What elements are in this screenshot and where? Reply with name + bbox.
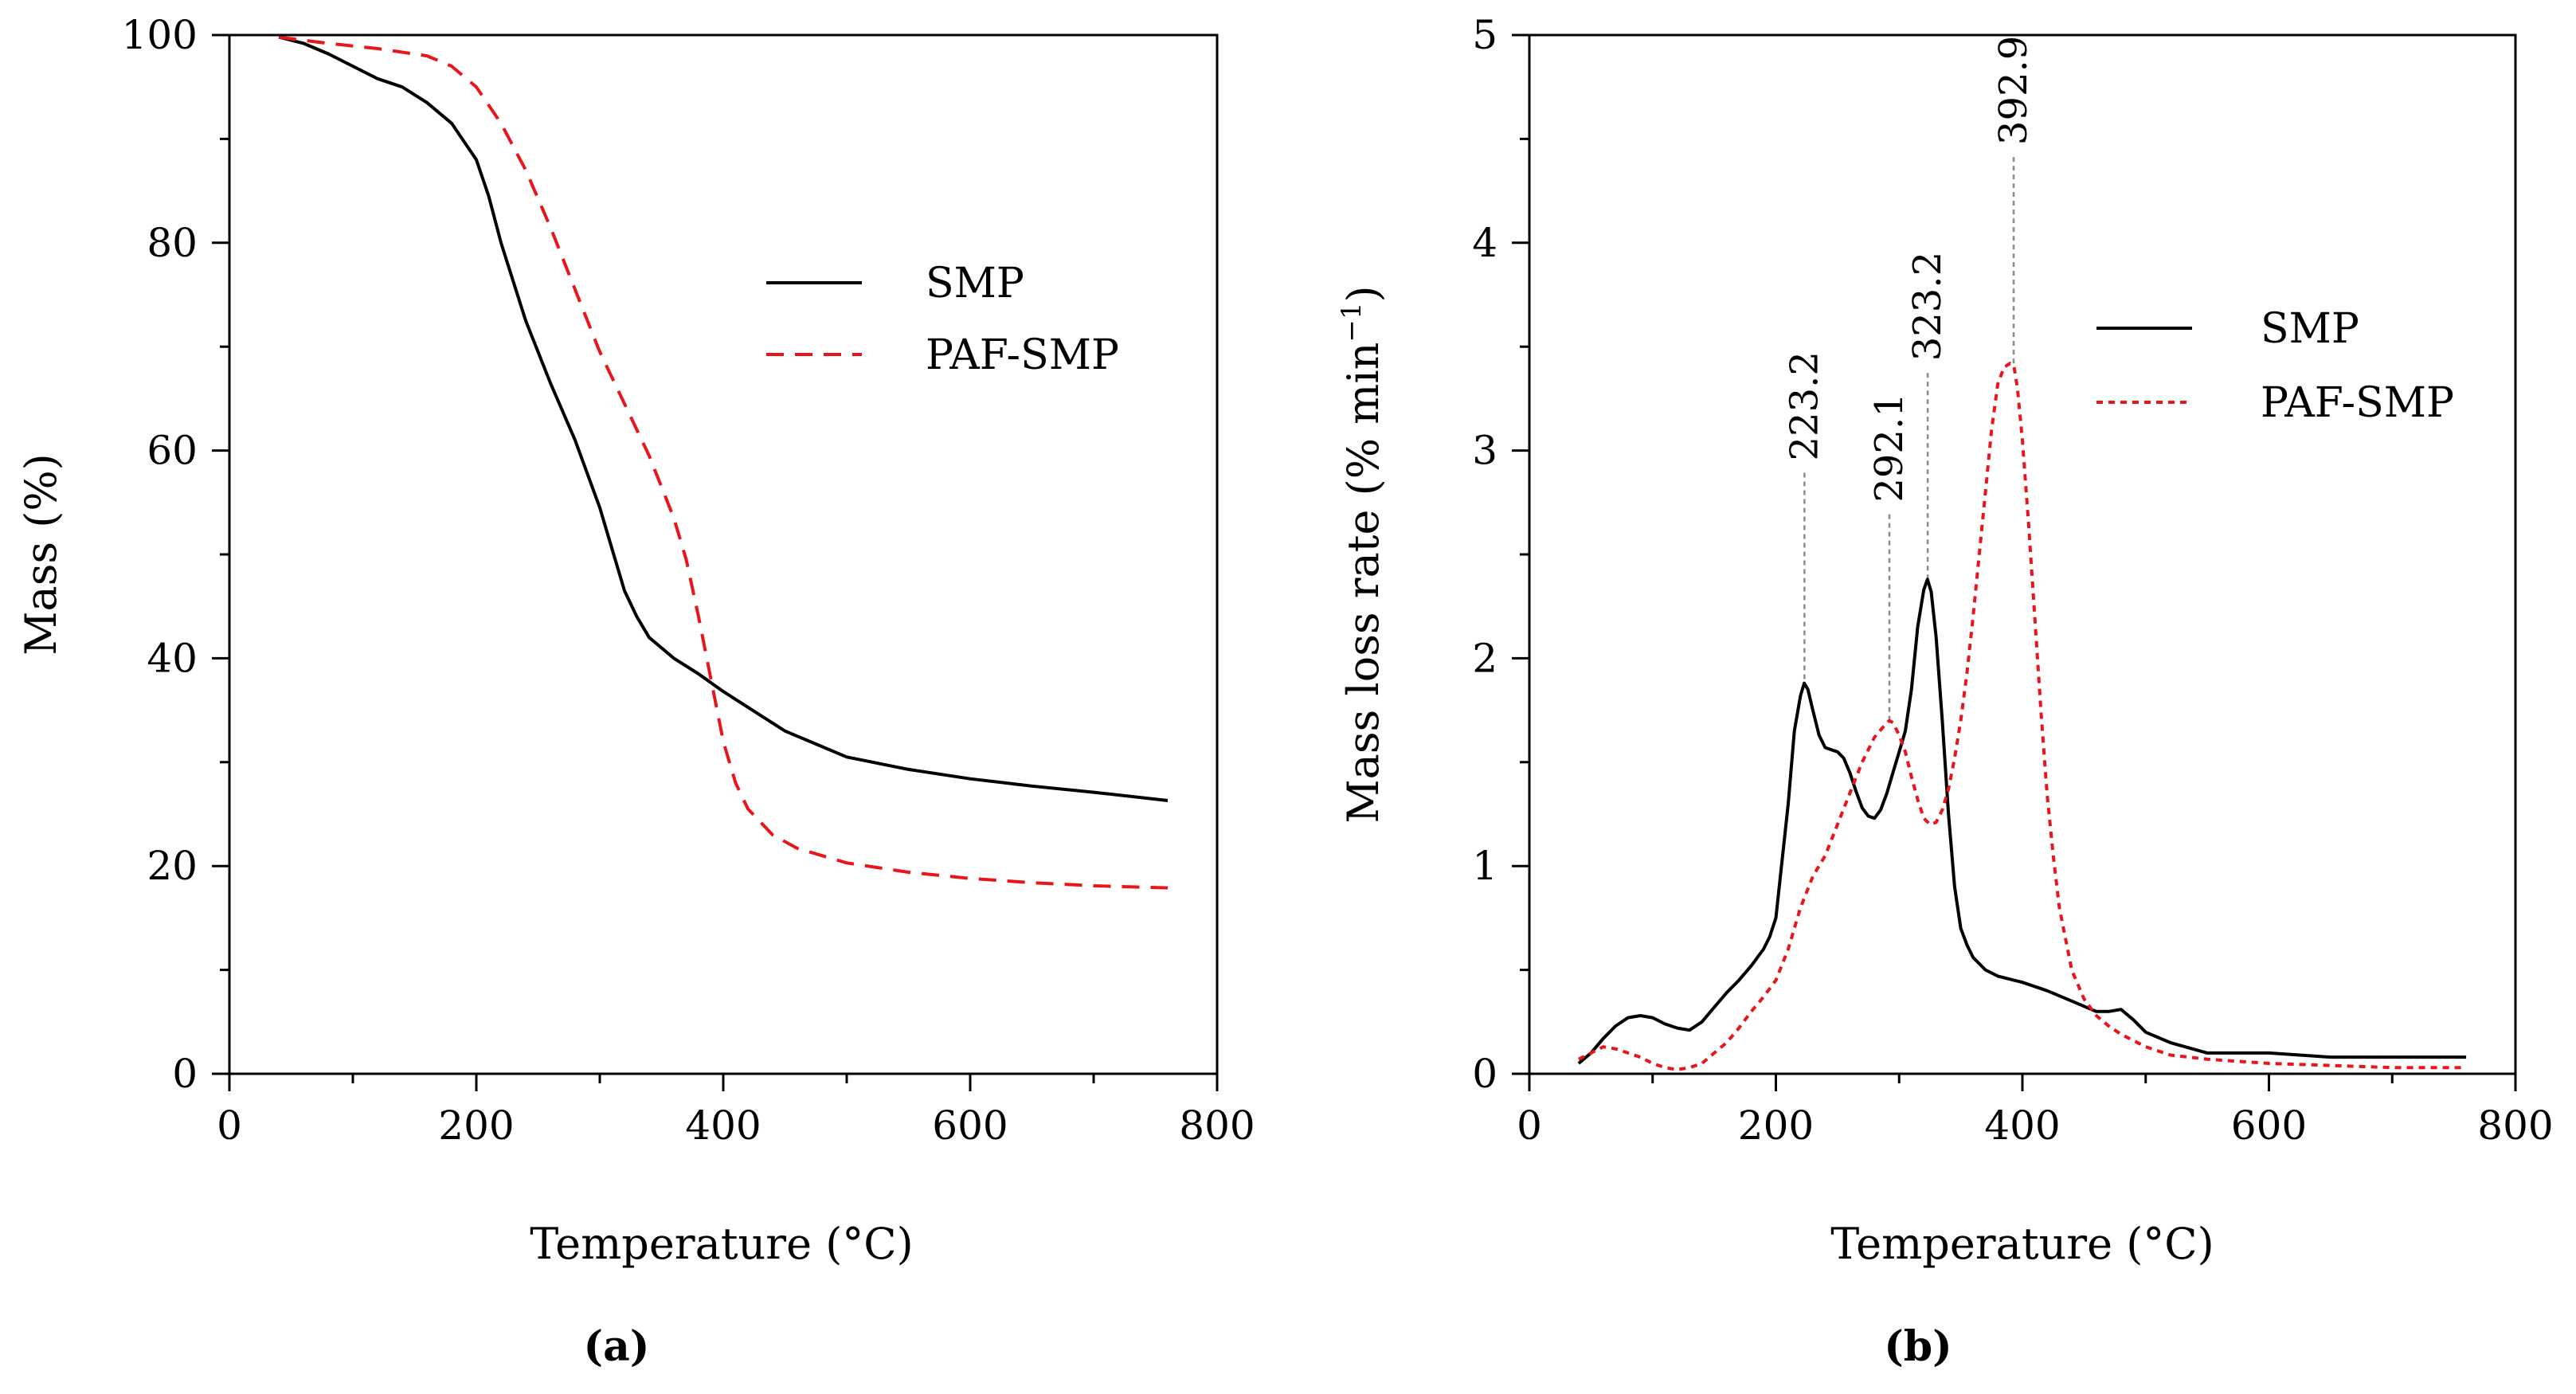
panel-a-legend-smp-label: SMP — [926, 260, 1024, 307]
panel-b-peak-label: 292.1 — [1867, 393, 1912, 502]
panel-b-label: (b) — [1884, 1322, 1952, 1371]
panel-a-ticks: 0 200 400 600 800 0 20 40 60 80 100 — [122, 12, 1255, 1149]
panel-a-y-tick-label: 0 — [172, 1051, 198, 1097]
panel-b-peak-label: 392.9 — [1991, 36, 2036, 145]
panel-b-y-axis-title-main: Mass loss rate (% min — [1338, 343, 1388, 824]
panel-a-series-paf-smp — [278, 35, 1169, 890]
panel-b-series — [1577, 362, 2467, 1071]
panel-b-legend-paf-smp-label: PAF-SMP — [2261, 379, 2454, 427]
panel-a-x-tick-label: 400 — [685, 1102, 761, 1149]
panel-a-series — [278, 35, 1169, 890]
panel-b-peak-annotations: 223.2 292.1 323.2 392.9 — [1782, 36, 2036, 721]
panel-a-plot-frame — [228, 33, 1219, 1075]
panel-a-x-tick-label: 0 — [217, 1102, 242, 1149]
panel-b-y-tick-label: 5 — [1472, 12, 1497, 58]
panel-a-y-tick-label: 20 — [147, 843, 198, 889]
panel-b-series-smp — [1577, 578, 2467, 1065]
panel-a-label: (a) — [584, 1322, 650, 1371]
panel-b-y-axis-title-close: ) — [1338, 285, 1388, 302]
panel-b-ticks: 0 200 400 600 800 0 1 2 3 4 5 — [1472, 12, 2554, 1149]
panel-b-peak-label: 223.2 — [1782, 351, 1826, 460]
panel-a-x-tick-label: 800 — [1179, 1102, 1255, 1149]
panel-a-x-tick-label: 200 — [438, 1102, 514, 1149]
panel-b-y-tick-label: 2 — [1472, 635, 1497, 681]
panel-b-peak-label: 323.2 — [1905, 252, 1950, 361]
panel-b-x-tick-label: 0 — [1517, 1102, 1542, 1149]
panel-a-legend-paf-smp-label: PAF-SMP — [926, 331, 1119, 379]
panel-b-y-tick-label: 0 — [1472, 1051, 1497, 1097]
panel-b-x-tick-label: 800 — [2477, 1102, 2553, 1149]
panel-a-legend: SMP PAF-SMP — [766, 260, 1119, 379]
panel-b-y-tick-label: 1 — [1472, 843, 1497, 889]
panel-a-y-tick-label: 80 — [147, 220, 198, 266]
panel-b-y-axis-title-superscript: −1 — [1336, 302, 1368, 342]
panel-b-chart: 0 200 400 600 800 0 1 2 3 4 5 223.2 292.1 323.2 392.9… — [1336, 12, 2554, 1371]
panel-a-x-axis-title: Temperature (°C) — [530, 1219, 913, 1269]
panel-b-plot-frame — [1528, 33, 2517, 1075]
panel-a-y-tick-label: 100 — [122, 12, 198, 58]
panel-b-x-tick-label: 600 — [2231, 1102, 2307, 1149]
panel-b-x-axis-title: Temperature (°C) — [1830, 1219, 2214, 1269]
panel-a-chart: 0 200 400 600 800 0 20 40 60 80 100 Temperature (°… — [16, 12, 1255, 1371]
panel-b-legend-smp-label: SMP — [2261, 305, 2359, 353]
panel-a-y-tick-label: 60 — [147, 428, 198, 474]
panel-b-legend: SMP PAF-SMP — [2096, 305, 2454, 427]
panel-b-x-tick-label: 400 — [1984, 1102, 2060, 1149]
panel-a-x-tick-label: 600 — [932, 1102, 1008, 1149]
panel-b-y-tick-label: 4 — [1472, 220, 1497, 266]
panel-b-y-axis-title: Mass loss rate (% min−1) — [1336, 285, 1388, 823]
panel-a-series-smp — [278, 35, 1169, 802]
panel-b-x-tick-label: 200 — [1738, 1102, 1814, 1149]
panel-a-y-tick-label: 40 — [147, 635, 198, 681]
panel-b-y-tick-label: 3 — [1472, 428, 1497, 474]
panel-a-y-axis-title: Mass (%) — [16, 453, 66, 656]
